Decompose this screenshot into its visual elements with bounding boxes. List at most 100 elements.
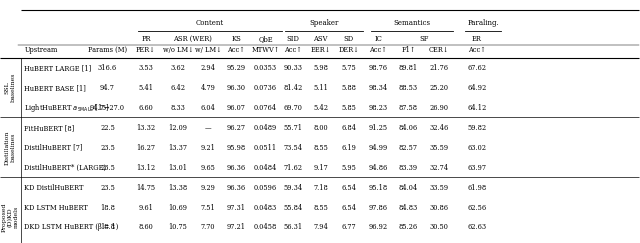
Text: 95.18: 95.18 [369,184,388,191]
Text: 6.54: 6.54 [341,184,356,191]
Text: 5.95: 5.95 [341,164,356,172]
Text: 5.42: 5.42 [313,104,328,112]
Text: 13.38: 13.38 [168,184,188,191]
Text: 82.57: 82.57 [399,144,418,152]
Text: DistilHuBERT [7]: DistilHuBERT [7] [24,144,83,152]
Text: 98.34: 98.34 [369,84,388,92]
Text: 18.8: 18.8 [100,204,115,211]
Text: 13.12: 13.12 [136,164,156,172]
Text: EER↓: EER↓ [310,46,331,54]
Text: 96.30: 96.30 [227,84,246,92]
Text: 94.99: 94.99 [369,144,388,152]
Text: 23.5: 23.5 [100,144,115,152]
Text: 0.0458: 0.0458 [254,224,277,231]
Text: 0.0484: 0.0484 [254,164,277,172]
Text: 67.62: 67.62 [467,64,486,72]
Text: 9.29: 9.29 [200,184,216,191]
Text: 13.32: 13.32 [136,124,156,132]
Text: ASR (WER): ASR (WER) [173,35,212,43]
Text: 9.21: 9.21 [200,144,216,152]
Text: 97.21: 97.21 [227,224,246,231]
Text: 64.92: 64.92 [467,84,486,92]
Text: KD DistilHuBERT: KD DistilHuBERT [24,184,84,191]
Text: 84.04: 84.04 [399,184,418,191]
Text: 96.92: 96.92 [369,224,388,231]
Text: HuBERT BASE [1]: HuBERT BASE [1] [24,84,86,92]
Text: Upstream: Upstream [24,46,58,54]
Text: DKD LSTM HuBERT (β = 1): DKD LSTM HuBERT (β = 1) [24,224,118,231]
Text: 14.75: 14.75 [136,184,156,191]
Text: 8.00: 8.00 [314,124,328,132]
Text: 7.94: 7.94 [313,224,328,231]
Text: 55.71: 55.71 [284,124,303,132]
Text: 55.84: 55.84 [284,204,303,211]
Text: Content: Content [196,19,224,27]
Text: 30.86: 30.86 [429,204,449,211]
Text: SD: SD [344,35,354,43]
Text: 6.54: 6.54 [341,204,356,211]
Text: 2.94: 2.94 [200,64,216,72]
Text: KS: KS [231,35,241,43]
Text: Distillation
baselines: Distillation baselines [5,130,15,165]
Text: 0.0353: 0.0353 [254,64,277,72]
Text: 16.27: 16.27 [136,144,156,152]
Text: SSL
baselines: SSL baselines [5,73,15,102]
Text: 63.97: 63.97 [467,164,486,172]
Text: 9.65: 9.65 [200,164,216,172]
Text: 8.60: 8.60 [138,224,154,231]
Text: ASV: ASV [314,35,328,43]
Text: Acc↑: Acc↑ [227,46,245,54]
Text: 5.41: 5.41 [138,84,154,92]
Text: Acc↑: Acc↑ [369,46,387,54]
Text: 97.86: 97.86 [369,204,388,211]
Text: CER↓: CER↓ [429,46,449,54]
Text: 21.76: 21.76 [429,64,449,72]
Text: Params (M): Params (M) [88,46,127,54]
Text: 85.26: 85.26 [399,224,418,231]
Text: 7.70: 7.70 [201,224,215,231]
Text: 32.74: 32.74 [429,164,449,172]
Text: 59.34: 59.34 [284,184,303,191]
Text: DER↓: DER↓ [339,46,359,54]
Text: 7.51: 7.51 [200,204,216,211]
Text: Acc↑: Acc↑ [468,46,486,54]
Text: HuBERT LARGE [1]: HuBERT LARGE [1] [24,64,92,72]
Text: 89.81: 89.81 [399,64,418,72]
Text: 0.0483: 0.0483 [254,204,277,211]
Text: 96.27: 96.27 [227,124,246,132]
Text: 3.62: 3.62 [170,64,186,72]
Text: 6.04: 6.04 [200,104,216,112]
Text: 8.55: 8.55 [313,144,328,152]
Text: 10.75: 10.75 [168,224,188,231]
Text: 87.58: 87.58 [399,104,418,112]
Text: 95.29: 95.29 [227,64,246,72]
Text: 25.20: 25.20 [429,84,449,92]
Text: 96.07: 96.07 [227,104,246,112]
Text: 62.63: 62.63 [467,224,486,231]
Text: 3.53: 3.53 [138,64,154,72]
Text: 26.90: 26.90 [429,104,449,112]
Text: 5.75: 5.75 [341,64,356,72]
Text: 95.98: 95.98 [227,144,246,152]
Text: MTWV↑: MTWV↑ [252,46,280,54]
Text: 35.59: 35.59 [429,144,449,152]
Text: ER: ER [472,35,482,43]
Text: 0.0736: 0.0736 [254,84,277,92]
Text: 8.55: 8.55 [313,204,328,211]
Text: 6.84: 6.84 [341,124,356,132]
Text: 88.53: 88.53 [399,84,418,92]
Text: w/ LM↓: w/ LM↓ [195,46,221,54]
Text: 81.42: 81.42 [284,84,303,92]
Text: 316.6: 316.6 [98,64,117,72]
Text: 4.79: 4.79 [200,84,216,92]
Text: DistilHuBERT* (LARGE): DistilHuBERT* (LARGE) [24,164,106,172]
Text: 18.8: 18.8 [100,224,115,231]
Text: 84.06: 84.06 [399,124,418,132]
Text: 98.23: 98.23 [369,104,388,112]
Text: 23.5: 23.5 [100,164,115,172]
Text: LightHuBERT $a_{\rm SMALL}$ [15]: LightHuBERT $a_{\rm SMALL}$ [15] [24,102,110,114]
Text: 71.62: 71.62 [284,164,303,172]
Text: 9.17: 9.17 [313,164,328,172]
Text: w/o LM↓: w/o LM↓ [163,46,193,54]
Text: 61.98: 61.98 [467,184,486,191]
